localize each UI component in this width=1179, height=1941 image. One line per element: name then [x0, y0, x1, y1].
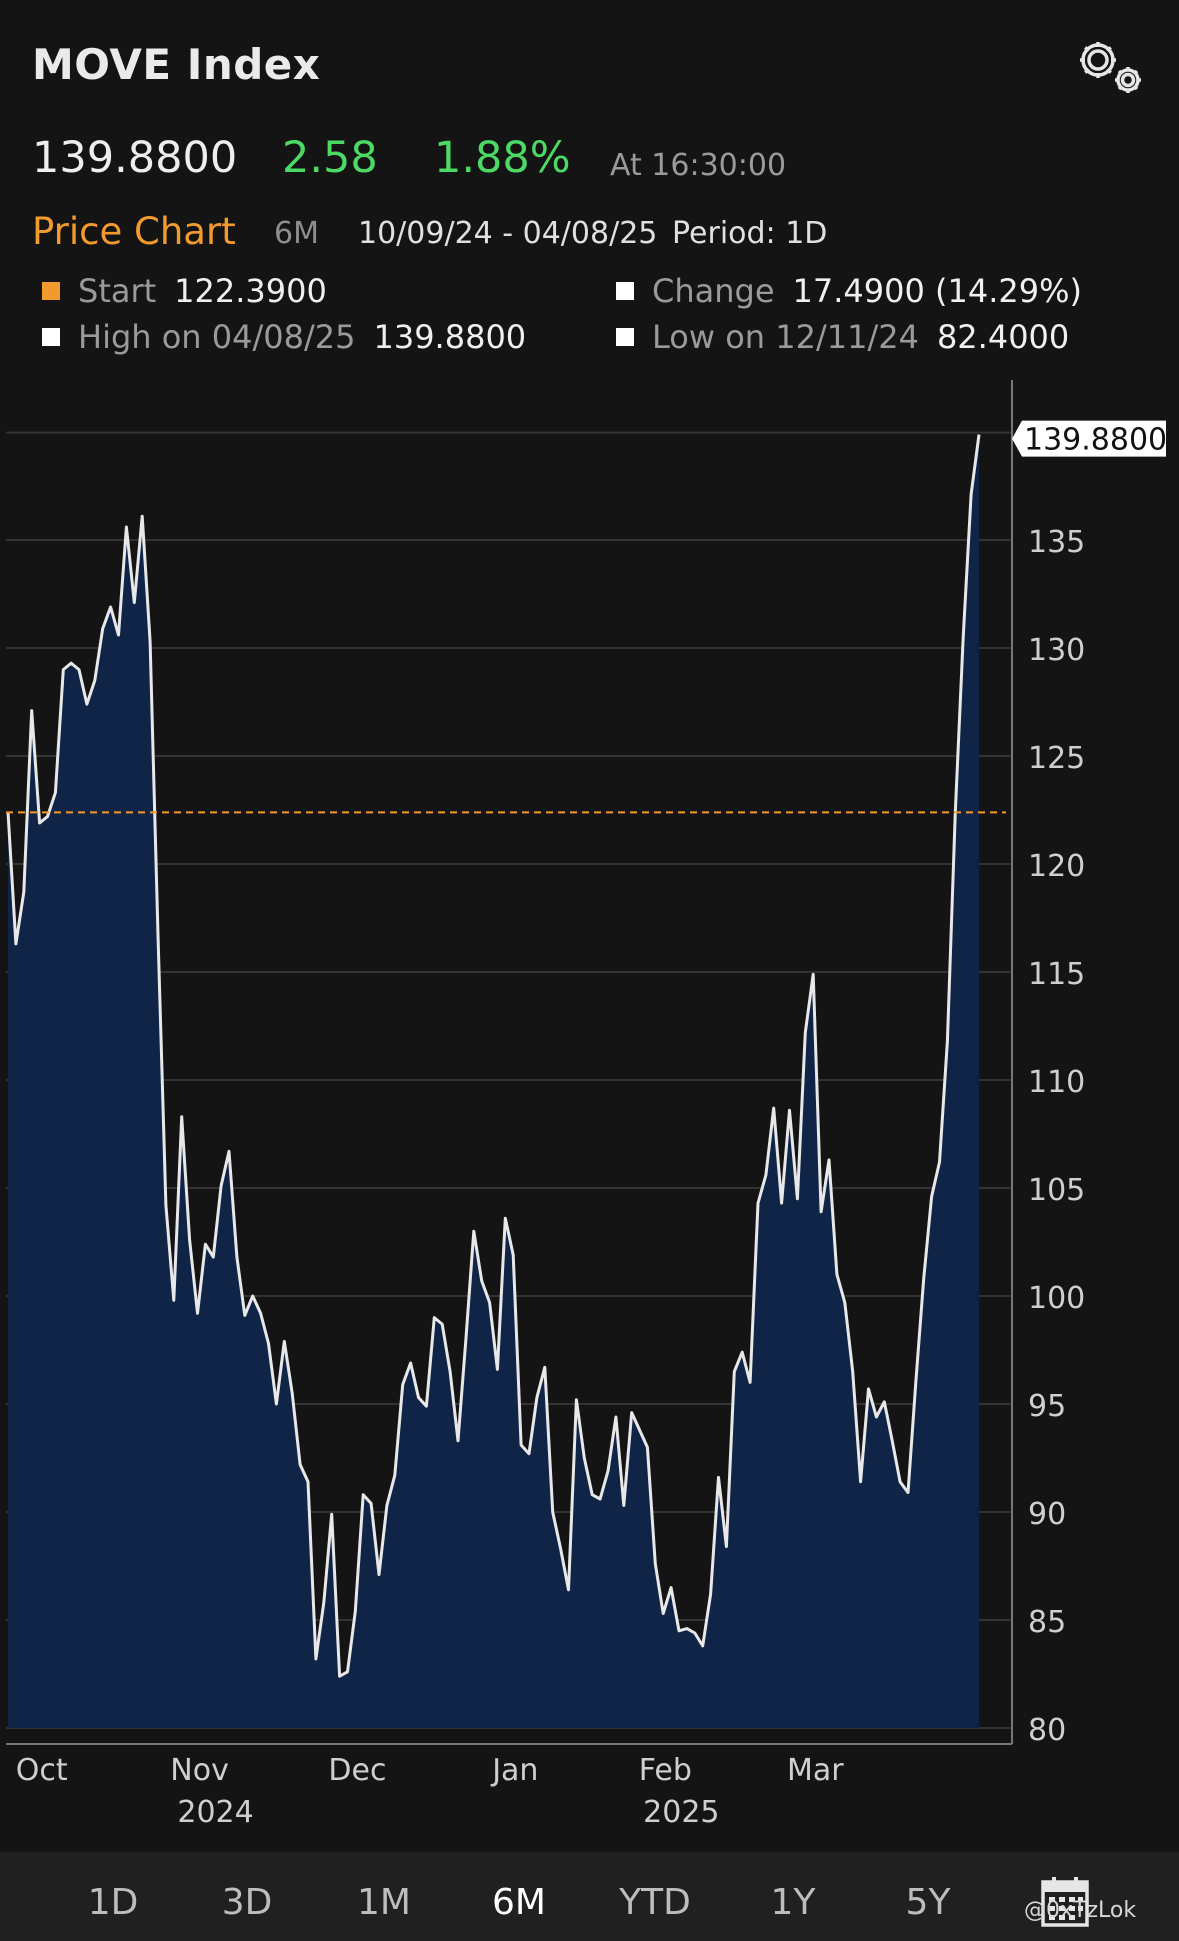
x-tick-label-feb: Feb — [639, 1753, 692, 1788]
stat-change-value: 17.4900 (14.29%) — [792, 272, 1082, 310]
stat-low-value: 82.4000 — [936, 318, 1070, 356]
start-marker-icon — [42, 282, 60, 300]
y-tick-label-130: 130 — [1028, 633, 1085, 668]
stat-low-label: Low on 12/11/24 — [652, 318, 919, 356]
x-tick-label-nov: Nov — [170, 1753, 229, 1788]
stat-change-label: Change — [652, 272, 775, 310]
y-tick-label-110: 110 — [1028, 1065, 1085, 1100]
range-button-5y[interactable]: 5Y — [905, 1882, 951, 1923]
y-tick-label-85: 85 — [1028, 1605, 1066, 1640]
y-tick-label-125: 125 — [1028, 741, 1085, 776]
range-button-3d[interactable]: 3D — [221, 1882, 273, 1923]
calendar-icon[interactable] — [1040, 1876, 1090, 1928]
high-marker-icon — [42, 328, 60, 346]
y-tick-label-95: 95 — [1028, 1389, 1066, 1424]
last-value-label: 139.8800 — [1024, 423, 1167, 458]
area-fill — [8, 434, 979, 1729]
stat-start-label: Start — [78, 272, 157, 310]
current-price: 139.8800 — [32, 133, 238, 183]
stat-high: High on 04/08/25 139.8800 — [42, 318, 526, 356]
x-year-label-2025: 2025 — [643, 1795, 719, 1830]
price-chart-title: Price Chart — [32, 210, 236, 253]
chart-period: Period: 1D — [672, 216, 828, 251]
series-line — [6, 434, 981, 1678]
settings-gears-icon[interactable] — [1072, 34, 1152, 100]
range-button-1y[interactable]: 1Y — [770, 1882, 816, 1923]
x-tick-label-jan: Jan — [490, 1753, 538, 1788]
last-value-badge — [1012, 420, 1166, 457]
y-tick-label-80: 80 — [1028, 1713, 1066, 1748]
range-selector-bar — [0, 1852, 1179, 1941]
y-tick-label-135: 135 — [1028, 525, 1085, 560]
price-area-chart[interactable]: 80 85 90 95 100 105 110 115 120 125 130 135 139.8800… — [0, 380, 1179, 1850]
chart-range-label: 6M — [274, 216, 319, 251]
x-tick-label-mar: Mar — [787, 1753, 844, 1788]
x-tick-label-dec: Dec — [328, 1753, 386, 1788]
index-title: MOVE Index — [32, 40, 321, 89]
y-tick-label-120: 120 — [1028, 849, 1085, 884]
range-button-ytd[interactable]: YTD — [619, 1882, 691, 1923]
range-button-1m[interactable]: 1M — [357, 1882, 411, 1923]
y-tick-label-105: 105 — [1028, 1173, 1085, 1208]
price-change-percent: 1.88% — [434, 133, 571, 183]
stat-high-label: High on 04/08/25 — [78, 318, 356, 356]
price-change: 2.58 — [282, 133, 378, 183]
stat-low: Low on 12/11/24 82.4000 — [616, 318, 1069, 356]
chart-date-range: 10/09/24 - 04/08/25 — [358, 216, 658, 251]
range-button-6m[interactable]: 6M — [492, 1882, 546, 1923]
stat-start-value: 122.3900 — [174, 272, 327, 310]
watermark: @0xTzLok — [1024, 1898, 1137, 1923]
y-tick-label-115: 115 — [1028, 957, 1085, 992]
stat-change: Change 17.4900 (14.29%) — [616, 272, 1082, 310]
stat-high-value: 139.8800 — [373, 318, 527, 356]
y-tick-label-100: 100 — [1028, 1281, 1085, 1316]
low-marker-icon — [616, 328, 634, 346]
range-button-1d[interactable]: 1D — [87, 1882, 139, 1923]
y-tick-label-90: 90 — [1028, 1497, 1066, 1532]
x-year-label-2024: 2024 — [177, 1795, 253, 1830]
quote-time: At 16:30:00 — [610, 148, 787, 183]
change-marker-icon — [616, 282, 634, 300]
x-tick-label-oct: Oct — [16, 1753, 68, 1788]
stat-start: Start 122.3900 — [42, 272, 327, 310]
